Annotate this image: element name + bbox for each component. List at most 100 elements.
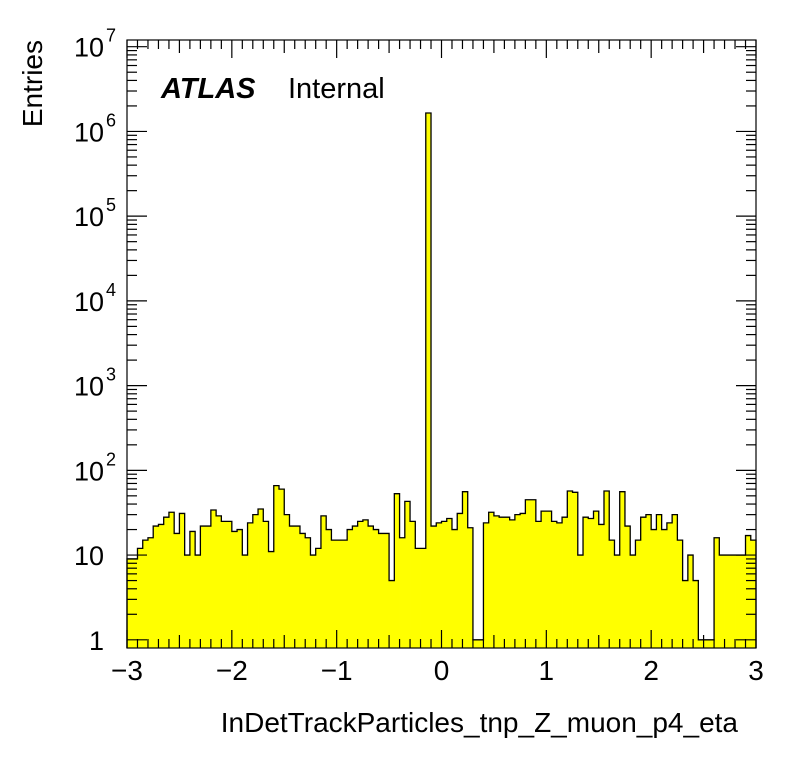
histogram-bar — [336, 540, 343, 648]
histogram-bar — [493, 515, 500, 648]
histogram-bar — [672, 514, 678, 648]
x-tick-label: 3 — [748, 655, 764, 686]
histogram-bar — [226, 521, 233, 648]
histogram-bar — [341, 540, 348, 648]
histogram-bar — [603, 491, 610, 648]
histogram-bar — [724, 555, 731, 648]
x-tick-label: 1 — [539, 655, 555, 686]
histogram-bar — [446, 518, 453, 648]
histogram-bar — [546, 511, 552, 648]
histogram-bar — [189, 531, 196, 648]
histogram-bar — [362, 519, 369, 648]
histogram-bar — [677, 540, 684, 648]
histogram-bar — [263, 521, 269, 648]
histogram-bar — [315, 548, 322, 648]
histogram-bar — [472, 639, 479, 648]
histogram-bar — [556, 522, 563, 648]
histogram-bar — [310, 555, 317, 648]
histogram-bar — [326, 529, 332, 648]
histogram-bar — [383, 533, 390, 648]
histogram-bar — [682, 580, 689, 648]
histogram-outline — [126, 112, 757, 648]
histogram-bar — [179, 513, 186, 648]
histogram-bar — [289, 526, 296, 648]
histogram-bar — [719, 555, 725, 648]
y-axis-title: Entries — [17, 40, 48, 127]
histogram-bar — [137, 548, 144, 648]
histogram-bar — [368, 526, 374, 648]
histogram-bar — [499, 517, 505, 648]
histogram-bar — [478, 639, 484, 648]
histogram-bar — [729, 555, 736, 648]
histogram-bar — [687, 555, 694, 648]
histogram-bar — [247, 522, 254, 648]
histogram-bar — [441, 521, 448, 648]
histogram-bar — [714, 537, 720, 648]
histogram-bar — [588, 518, 594, 648]
histogram-bar — [237, 529, 243, 648]
histogram-bar — [268, 551, 275, 648]
histogram-bar — [279, 489, 285, 648]
histogram-bar — [488, 512, 495, 648]
x-tick-label: 0 — [434, 655, 450, 686]
atlas-label: ATLAS — [160, 73, 256, 105]
histogram-bar — [221, 521, 227, 648]
histogram-bar — [205, 526, 212, 648]
histogram-bar — [535, 521, 542, 648]
histogram-bar — [514, 514, 521, 648]
x-tick-label: −2 — [216, 655, 248, 686]
histogram-bar — [200, 526, 207, 648]
histogram-bar — [462, 491, 469, 648]
histogram-bar — [210, 510, 217, 648]
histogram-bar — [305, 537, 311, 648]
histogram-bar — [320, 515, 327, 648]
internal-label: Internal — [288, 73, 385, 105]
histogram-bar — [163, 517, 170, 648]
histogram-bar — [520, 513, 526, 648]
histogram-bar — [593, 511, 600, 648]
histogram-bar — [284, 514, 290, 648]
histogram-bar — [567, 491, 573, 648]
histogram-bar — [598, 524, 605, 648]
histogram-bar — [562, 517, 568, 648]
y-tick-label: 1 — [89, 626, 104, 656]
histogram-bar — [451, 529, 458, 648]
y-tick-label: 10 — [74, 117, 104, 147]
histogram-bar — [420, 548, 427, 648]
histogram-bar — [132, 558, 138, 648]
axis-ticks — [126, 40, 757, 648]
histogram-bar — [415, 548, 421, 648]
y-tick-label: 10 — [74, 541, 104, 571]
histogram-bar — [530, 499, 537, 648]
y-tick-exponent: 3 — [106, 365, 116, 385]
histogram-bar — [389, 580, 395, 648]
histogram-bar — [708, 639, 715, 648]
histogram-bar — [242, 555, 248, 648]
x-tick-labels: −3 −2 −1 0 1 2 3 — [111, 655, 764, 686]
histogram-bar — [357, 521, 364, 648]
y-tick-exponent: 6 — [106, 110, 116, 130]
y-tick-exponent: 5 — [106, 195, 116, 215]
x-tick-label: −3 — [111, 655, 143, 686]
histogram-bar — [572, 492, 579, 648]
histogram-bar — [635, 540, 642, 648]
histogram-bar — [352, 526, 359, 648]
histogram-bar — [394, 493, 400, 648]
histogram-bar — [698, 639, 704, 648]
histogram-bar — [373, 529, 379, 648]
histogram-bar — [147, 537, 154, 648]
histogram-bar — [216, 515, 222, 648]
y-tick-label: 10 — [74, 372, 104, 402]
histogram-bar — [551, 521, 558, 648]
histogram-bar — [410, 521, 416, 648]
x-tick-label: −1 — [321, 655, 353, 686]
histogram-bar — [457, 513, 463, 648]
x-axis-title: InDetTrackParticles_tnp_Z_muon_p4_eta — [221, 707, 739, 738]
histogram-bar — [666, 522, 673, 648]
histogram-bar — [378, 533, 385, 648]
histogram-bar — [614, 555, 621, 648]
histogram-bar — [174, 533, 180, 648]
y-tick-label: 10 — [74, 456, 104, 486]
histogram-bar — [467, 527, 474, 648]
